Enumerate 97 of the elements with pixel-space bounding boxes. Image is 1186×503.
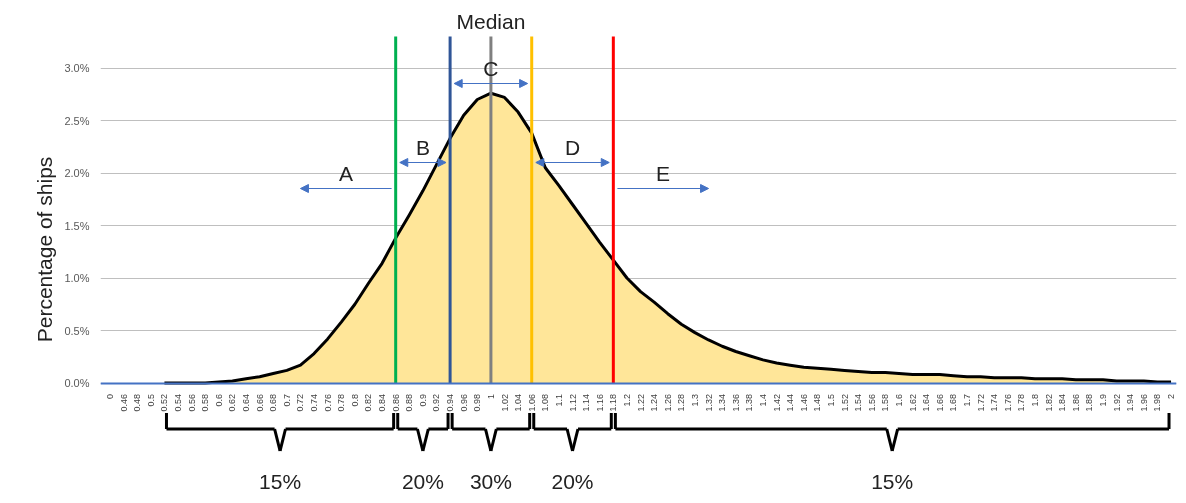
x-tick-label: 1.36 bbox=[730, 393, 741, 412]
x-tick-label: 0.68 bbox=[268, 393, 279, 412]
x-tick-label: 1.94 bbox=[1125, 393, 1136, 412]
x-tick-label: 1.18 bbox=[608, 393, 619, 412]
x-tick-label: 1.52 bbox=[839, 393, 850, 412]
x-tick-label: 0.96 bbox=[458, 393, 469, 412]
x-tick-label: 1.82 bbox=[1043, 393, 1054, 412]
x-tick-label: 0.56 bbox=[186, 393, 197, 412]
x-tick-label: 1.86 bbox=[1070, 393, 1081, 412]
x-tick-label: 0.54 bbox=[173, 393, 184, 412]
x-tick-label: 1.96 bbox=[1138, 393, 1149, 412]
x-tick-label: 1.04 bbox=[513, 393, 524, 412]
x-tick-label: 1.1 bbox=[553, 394, 564, 407]
x-tick-label: 1.42 bbox=[771, 393, 782, 412]
y-tick-label: 1.0% bbox=[64, 272, 90, 284]
x-tick-label: 1.08 bbox=[540, 393, 551, 412]
x-tick-label: 1.28 bbox=[676, 393, 687, 412]
x-tick-label: 0.7 bbox=[281, 394, 292, 407]
x-tick-label: 1.26 bbox=[662, 393, 673, 412]
annotation: B bbox=[415, 135, 430, 159]
y-axis-title: Percentage of ships bbox=[33, 156, 57, 343]
x-tick-label: 1.92 bbox=[1111, 393, 1122, 412]
x-tick-label: 1.74 bbox=[989, 393, 1000, 412]
x-tick-label: 1.7 bbox=[962, 394, 973, 407]
x-tick-label: 0.78 bbox=[336, 393, 347, 412]
x-tick-label: 1.78 bbox=[1016, 393, 1027, 412]
x-tick-label: 0.9 bbox=[417, 394, 428, 407]
y-tick-label: 0.5% bbox=[64, 324, 90, 337]
x-tick-label: 0.52 bbox=[159, 393, 170, 412]
x-tick-label: 1.84 bbox=[1057, 393, 1068, 412]
x-tick-label: 1 bbox=[485, 393, 496, 400]
x-tick-label: 1.98 bbox=[1152, 393, 1163, 412]
x-tick-label: 1.9 bbox=[1098, 394, 1109, 407]
x-tick-label: 1.24 bbox=[649, 393, 660, 412]
ref-line-label: Median bbox=[456, 9, 526, 33]
x-tick-label: 0.76 bbox=[322, 393, 333, 412]
x-tick-label: 1.06 bbox=[526, 393, 537, 412]
x-tick-label: 1.02 bbox=[499, 393, 510, 412]
x-tick-label: 1.72 bbox=[975, 393, 986, 412]
y-tick-label: 2.5% bbox=[64, 114, 90, 127]
x-tick-label: 0.46 bbox=[118, 393, 129, 412]
x-tick-label: 1.12 bbox=[567, 393, 578, 412]
x-tick-label: 0.98 bbox=[472, 393, 483, 412]
x-tick-label: 1.56 bbox=[866, 393, 877, 412]
x-tick-label: 1.6 bbox=[894, 394, 904, 407]
x-tick-label: 1.4 bbox=[757, 394, 768, 407]
annotation: E bbox=[655, 161, 670, 185]
x-tick-label: 0.82 bbox=[363, 393, 374, 412]
y-tick-label: 0.0% bbox=[64, 377, 90, 389]
x-tick-label: 1.14 bbox=[581, 393, 592, 412]
annotation: D bbox=[564, 135, 581, 159]
x-tick-label: 0.66 bbox=[254, 393, 265, 412]
y-tick-label: 1.5% bbox=[64, 219, 90, 232]
x-tick-label: 0.5 bbox=[145, 394, 156, 407]
x-tick-label: 1.38 bbox=[744, 393, 755, 412]
x-tick-label: 1.88 bbox=[1084, 393, 1095, 412]
x-tick-label: 1.46 bbox=[798, 393, 809, 412]
x-tick-label: 1.22 bbox=[635, 393, 646, 412]
annotation: A bbox=[339, 161, 354, 185]
x-tick-label: 0.94 bbox=[445, 393, 456, 412]
x-tick-label: 0.86 bbox=[390, 393, 401, 412]
text: 20% bbox=[401, 470, 444, 493]
x-tick-label: 0.8 bbox=[349, 394, 360, 407]
x-tick-label: 1.66 bbox=[934, 393, 945, 412]
x-tick-label: 1.3 bbox=[689, 394, 700, 407]
x-tick-label: 0.84 bbox=[377, 393, 388, 412]
x-tick-label: 1.68 bbox=[948, 393, 959, 412]
x-tick-label: 1.58 bbox=[880, 393, 891, 412]
x-tick-label: 1.48 bbox=[812, 393, 823, 412]
x-tick-label: 0.72 bbox=[295, 393, 306, 412]
text: 15% bbox=[871, 470, 914, 493]
x-tick-label: 0.48 bbox=[132, 393, 143, 412]
x-tick-label: 0.64 bbox=[241, 393, 252, 412]
x-tick-label: 1.16 bbox=[594, 393, 605, 412]
x-tick-label: 1.8 bbox=[1030, 394, 1041, 407]
x-tick-label: 1.76 bbox=[1002, 393, 1013, 412]
x-tick-label: 1.64 bbox=[921, 393, 932, 412]
x-tick-label: 1.44 bbox=[785, 393, 796, 412]
x-tick-label: 0.58 bbox=[200, 393, 211, 412]
x-tick-label: 1.34 bbox=[717, 393, 728, 412]
text: 30% bbox=[469, 470, 512, 493]
y-tick-label: 3.0% bbox=[64, 62, 90, 74]
x-tick-label: 0.6 bbox=[213, 394, 224, 407]
text: 15% bbox=[259, 470, 302, 493]
x-tick-label: 0.62 bbox=[227, 393, 238, 412]
x-tick-label: 0 bbox=[105, 393, 116, 400]
x-tick-label: 1.32 bbox=[703, 393, 714, 412]
x-tick-label: 1.5 bbox=[825, 394, 836, 407]
x-tick-label: 2 bbox=[1166, 393, 1177, 400]
y-tick-label: 2.0% bbox=[64, 167, 90, 179]
x-tick-label: 1.2 bbox=[621, 394, 632, 407]
x-tick-label: 0.92 bbox=[431, 393, 442, 412]
x-tick-label: 0.74 bbox=[309, 393, 320, 412]
x-tick-label: 1.62 bbox=[907, 393, 918, 412]
x-tick-label: 1.54 bbox=[853, 393, 864, 412]
text: 20% bbox=[551, 470, 594, 493]
x-tick-label: 0.88 bbox=[404, 393, 415, 412]
